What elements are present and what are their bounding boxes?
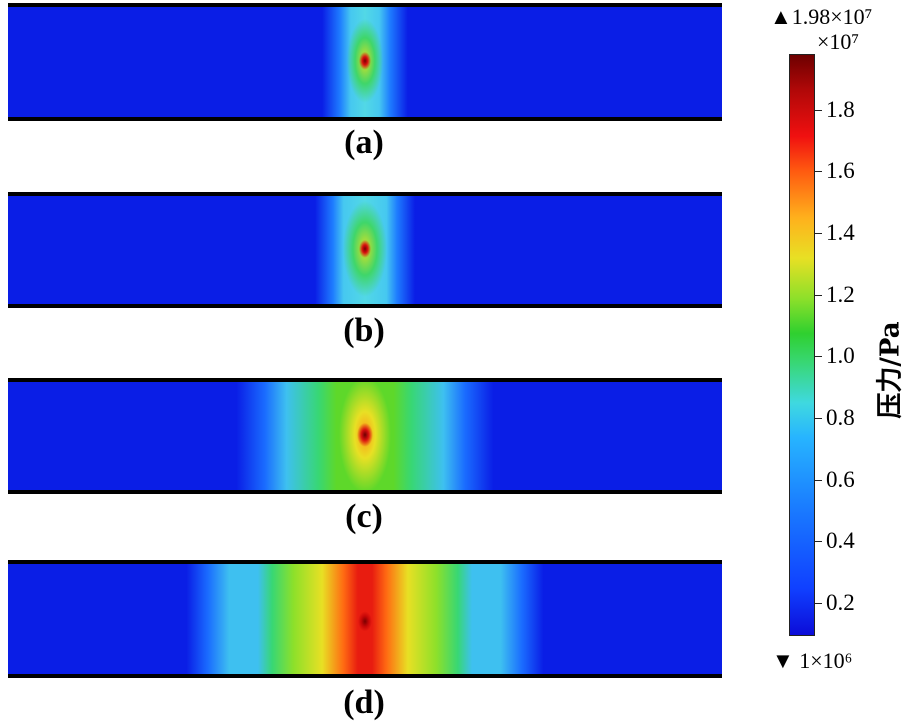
panel-bottom-edge [8, 117, 722, 121]
panel-label-b: (b) [343, 312, 385, 349]
colorbar-tick-label: 1.8 [826, 96, 855, 122]
pressure-field-a [8, 3, 722, 121]
colorbar-min-label: ▼ 1×10⁶ [772, 648, 853, 673]
pressure-panel-d [8, 560, 722, 678]
panel-label-c: (c) [345, 498, 383, 535]
colorbar [789, 54, 815, 636]
colorbar-exponent-label: ×10⁷ [817, 29, 860, 54]
colorbar-tick-label: 0.6 [826, 466, 855, 492]
colorbar-tick [814, 232, 822, 234]
panel-label-a: (a) [344, 124, 384, 161]
colorbar-tick [814, 603, 822, 605]
pressure-field-d [8, 560, 722, 678]
colorbar-tick [814, 171, 822, 173]
panel-label-d: (d) [343, 684, 385, 721]
colorbar-tick-label: 0.8 [826, 405, 855, 430]
colorbar-tick-label: 1.4 [826, 219, 855, 245]
pressure-field-b [8, 192, 722, 308]
colorbar-tick-label: 1.2 [826, 281, 855, 307]
colorbar-tick-label: 0.2 [826, 590, 855, 616]
panel-bottom-edge [8, 304, 722, 308]
colorbar-tick [814, 479, 822, 481]
colorbar-tick [814, 356, 822, 358]
panel-top-edge [8, 378, 722, 382]
panel-top-edge [8, 3, 722, 7]
colorbar-tick [814, 418, 822, 419]
colorbar-tick [814, 109, 822, 111]
pressure-panel-a [8, 3, 722, 121]
panel-top-edge [8, 560, 722, 564]
colorbar-tick-label: 1.0 [826, 343, 855, 369]
colorbar-tick-label: 0.4 [826, 528, 855, 554]
panel-bottom-edge [8, 674, 722, 678]
panel-bottom-edge [8, 490, 722, 494]
pressure-field-c [8, 378, 722, 494]
panel-top-edge [8, 192, 722, 196]
pressure-panel-c [8, 378, 722, 494]
colorbar-tick-label: 1.6 [826, 158, 855, 184]
pressure-panel-b [8, 192, 722, 308]
colorbar-tick [814, 294, 822, 296]
colorbar-max-label: ▲1.98×10⁷ [770, 4, 873, 29]
colorbar-axis-label: 压力/Pa [875, 321, 902, 419]
colorbar-tick [814, 541, 822, 543]
